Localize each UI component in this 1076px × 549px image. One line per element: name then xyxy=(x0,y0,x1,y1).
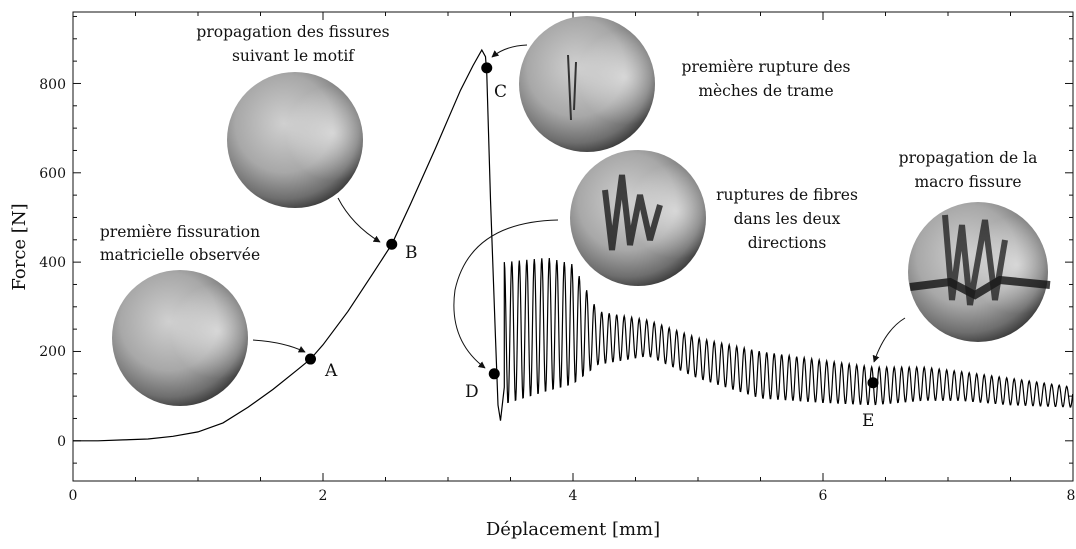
annotation-a-line-2: matricielle observée xyxy=(100,246,260,264)
annotation-d-line-1: ruptures de fibres xyxy=(716,186,858,204)
y-tick-label-600: 600 xyxy=(39,166,66,182)
x-tick-label-6: 6 xyxy=(819,488,828,504)
annotation-a-line-1: première fissuration xyxy=(100,223,260,241)
annotation-c-line-2: mèches de trame xyxy=(698,82,833,100)
micrograph-photo-d xyxy=(570,150,706,286)
force-curve-line xyxy=(73,48,1074,442)
micrograph-photo-a xyxy=(112,270,248,406)
annotation-a: première fissuration matricielle observé… xyxy=(100,223,260,264)
x-tick-label-4: 4 xyxy=(569,488,578,504)
annotation-d-line-3: directions xyxy=(748,234,827,252)
point-label-d: D xyxy=(465,382,479,402)
x-axis-title: Déplacement [mm] xyxy=(486,519,660,540)
y-tick-label-400: 400 xyxy=(39,255,66,271)
point-marker-a xyxy=(305,353,316,365)
annotation-b: propagation des fissures suivant le moti… xyxy=(196,23,389,65)
point-label-b: B xyxy=(405,243,418,263)
annotation-b-line-2: suivant le motif xyxy=(232,47,355,65)
point-marker-d xyxy=(488,368,500,380)
point-marker-e xyxy=(867,377,879,389)
point-marker-b xyxy=(386,238,398,250)
y-tick-label-800: 800 xyxy=(39,77,66,93)
point-label-a: A xyxy=(324,361,338,381)
point-label-e: E xyxy=(862,411,874,431)
annotation-d-line-2: dans les deux xyxy=(734,210,841,228)
micrograph-photo-c xyxy=(519,16,655,152)
arrow-to-a xyxy=(252,339,306,353)
arrow-to-d xyxy=(453,219,559,369)
annotation-e: propagation de la macro fissure xyxy=(899,149,1038,191)
micrograph-photo-e xyxy=(908,202,1051,342)
arrow-to-b xyxy=(337,197,381,243)
micrograph-photo-b xyxy=(227,72,363,208)
annotation-e-line-1: propagation de la xyxy=(899,149,1038,167)
x-tick-label-2: 2 xyxy=(319,488,328,504)
y-axis-title: Force [N] xyxy=(9,203,30,290)
point-marker-c xyxy=(481,62,493,74)
y-tick-label-0: 0 xyxy=(57,434,66,450)
arrow-to-c xyxy=(491,44,528,58)
arrow-to-e xyxy=(872,317,906,363)
annotation-e-line-2: macro fissure xyxy=(914,173,1021,191)
annotation-c-line-1: première rupture des xyxy=(682,58,851,76)
y-tick-label-200: 200 xyxy=(39,344,66,360)
annotation-d: ruptures de fibres dans les deux directi… xyxy=(716,186,858,252)
annotation-b-line-1: propagation des fissures xyxy=(196,23,389,41)
x-tick-label-8: 8 xyxy=(1067,488,1076,504)
annotation-c: première rupture des mèches de trame xyxy=(682,58,851,100)
x-tick-label-0: 0 xyxy=(69,488,78,504)
point-label-c: C xyxy=(494,82,507,102)
